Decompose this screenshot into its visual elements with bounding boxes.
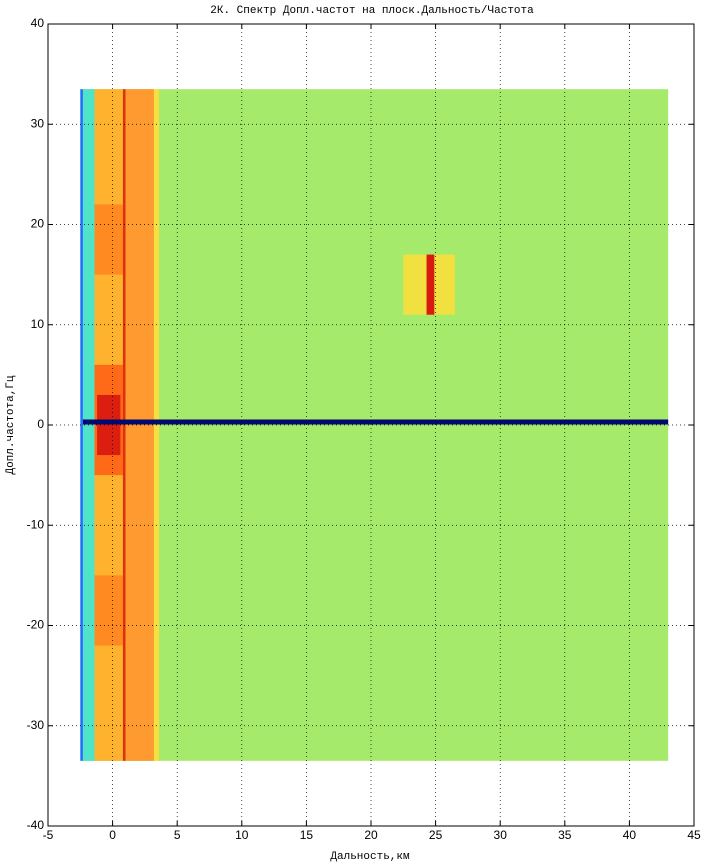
- x-tick-label: 10: [235, 828, 249, 842]
- x-tick-label: 5: [174, 828, 181, 842]
- y-tick-label: 0: [37, 417, 44, 431]
- x-tick-label: 25: [429, 828, 443, 842]
- x-tick-label: -5: [43, 828, 54, 842]
- y-tick-label: -40: [27, 818, 45, 832]
- y-tick-label: -20: [27, 618, 45, 632]
- y-tick-label: 30: [31, 116, 45, 130]
- y-tick-label: 40: [31, 16, 45, 30]
- heatmap-region: [82, 419, 669, 425]
- y-tick-label: 10: [31, 317, 45, 331]
- y-axis-label: Допл.частота,Гц: [5, 375, 17, 474]
- y-tick-label: -10: [27, 517, 45, 531]
- y-tick-label: 20: [31, 217, 45, 231]
- heatmap-region: [80, 89, 83, 761]
- plot-frame: [47, 23, 695, 827]
- heatmap-region: [94, 575, 123, 646]
- x-tick-label: 40: [623, 828, 637, 842]
- chart-title: 2К. Спектр Допл.частот на плоск.Дальност…: [210, 5, 534, 17]
- x-tick-label: 30: [494, 828, 508, 842]
- x-tick-label: 35: [558, 828, 572, 842]
- x-tick-label: 20: [364, 828, 378, 842]
- x-tick-label: 0: [109, 828, 116, 842]
- heatmap-region: [94, 204, 123, 275]
- y-tick-label: -30: [27, 718, 45, 732]
- x-tick-label: 15: [300, 828, 314, 842]
- x-tick-label: 45: [687, 828, 701, 842]
- heatmap-region: [125, 89, 154, 761]
- heatmap-region: [426, 254, 435, 315]
- x-axis-label: Дальность,км: [330, 851, 410, 863]
